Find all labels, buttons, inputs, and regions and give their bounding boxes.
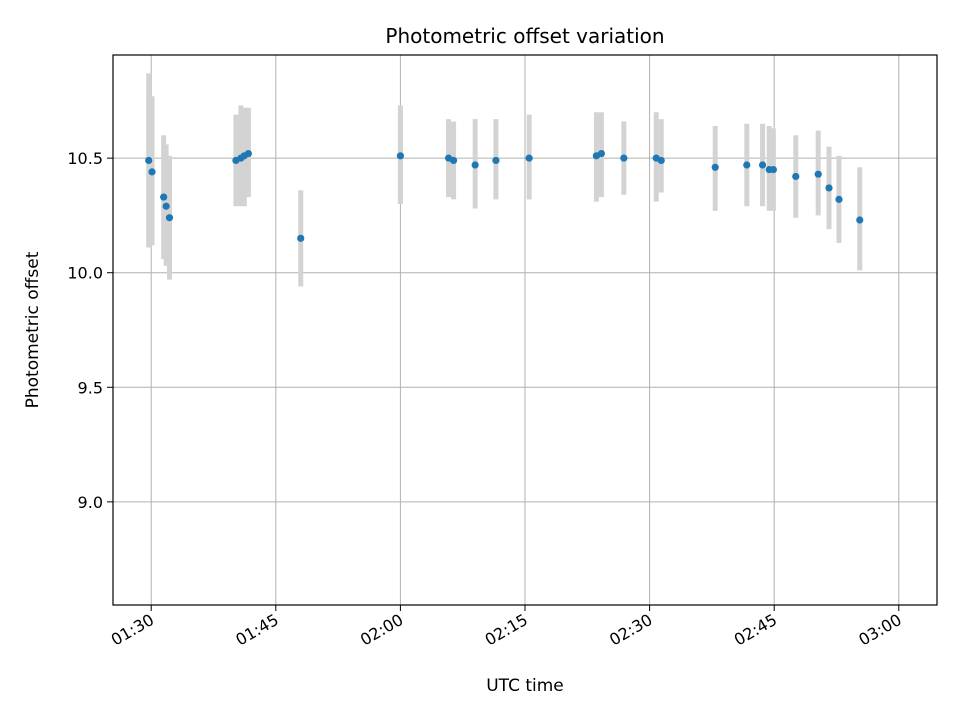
data-point bbox=[758, 161, 767, 169]
data-point bbox=[449, 156, 458, 165]
data-points bbox=[145, 149, 864, 242]
data-point bbox=[814, 170, 822, 178]
data-point bbox=[769, 165, 777, 174]
data-point bbox=[165, 214, 174, 222]
data-point bbox=[471, 161, 479, 169]
data-point bbox=[244, 149, 252, 158]
data-point bbox=[657, 156, 665, 165]
data-point bbox=[396, 152, 405, 160]
data-point bbox=[525, 154, 533, 162]
data-point bbox=[620, 154, 628, 162]
data-point bbox=[792, 172, 800, 181]
y-tick-label: 9.5 bbox=[78, 378, 103, 397]
y-tick-label: 10.0 bbox=[67, 264, 103, 283]
data-point bbox=[711, 163, 719, 171]
data-point bbox=[162, 202, 170, 210]
data-point bbox=[743, 161, 751, 169]
y-tick-label: 10.5 bbox=[67, 149, 103, 168]
chart-title: Photometric offset variation bbox=[385, 24, 664, 48]
data-point bbox=[492, 156, 500, 165]
data-point bbox=[825, 184, 833, 192]
data-point bbox=[145, 156, 153, 165]
y-axis-ticks: 9.0 9.5 10.0 10.5 bbox=[67, 149, 113, 512]
data-point bbox=[148, 168, 156, 176]
y-axis-label: Photometric offset bbox=[23, 251, 43, 408]
x-axis-label: UTC time bbox=[486, 676, 564, 696]
y-tick-label: 9.0 bbox=[78, 493, 103, 512]
data-point bbox=[835, 195, 843, 203]
data-point bbox=[856, 216, 864, 224]
data-point bbox=[597, 149, 606, 158]
data-point bbox=[297, 234, 305, 242]
data-point bbox=[160, 193, 168, 201]
